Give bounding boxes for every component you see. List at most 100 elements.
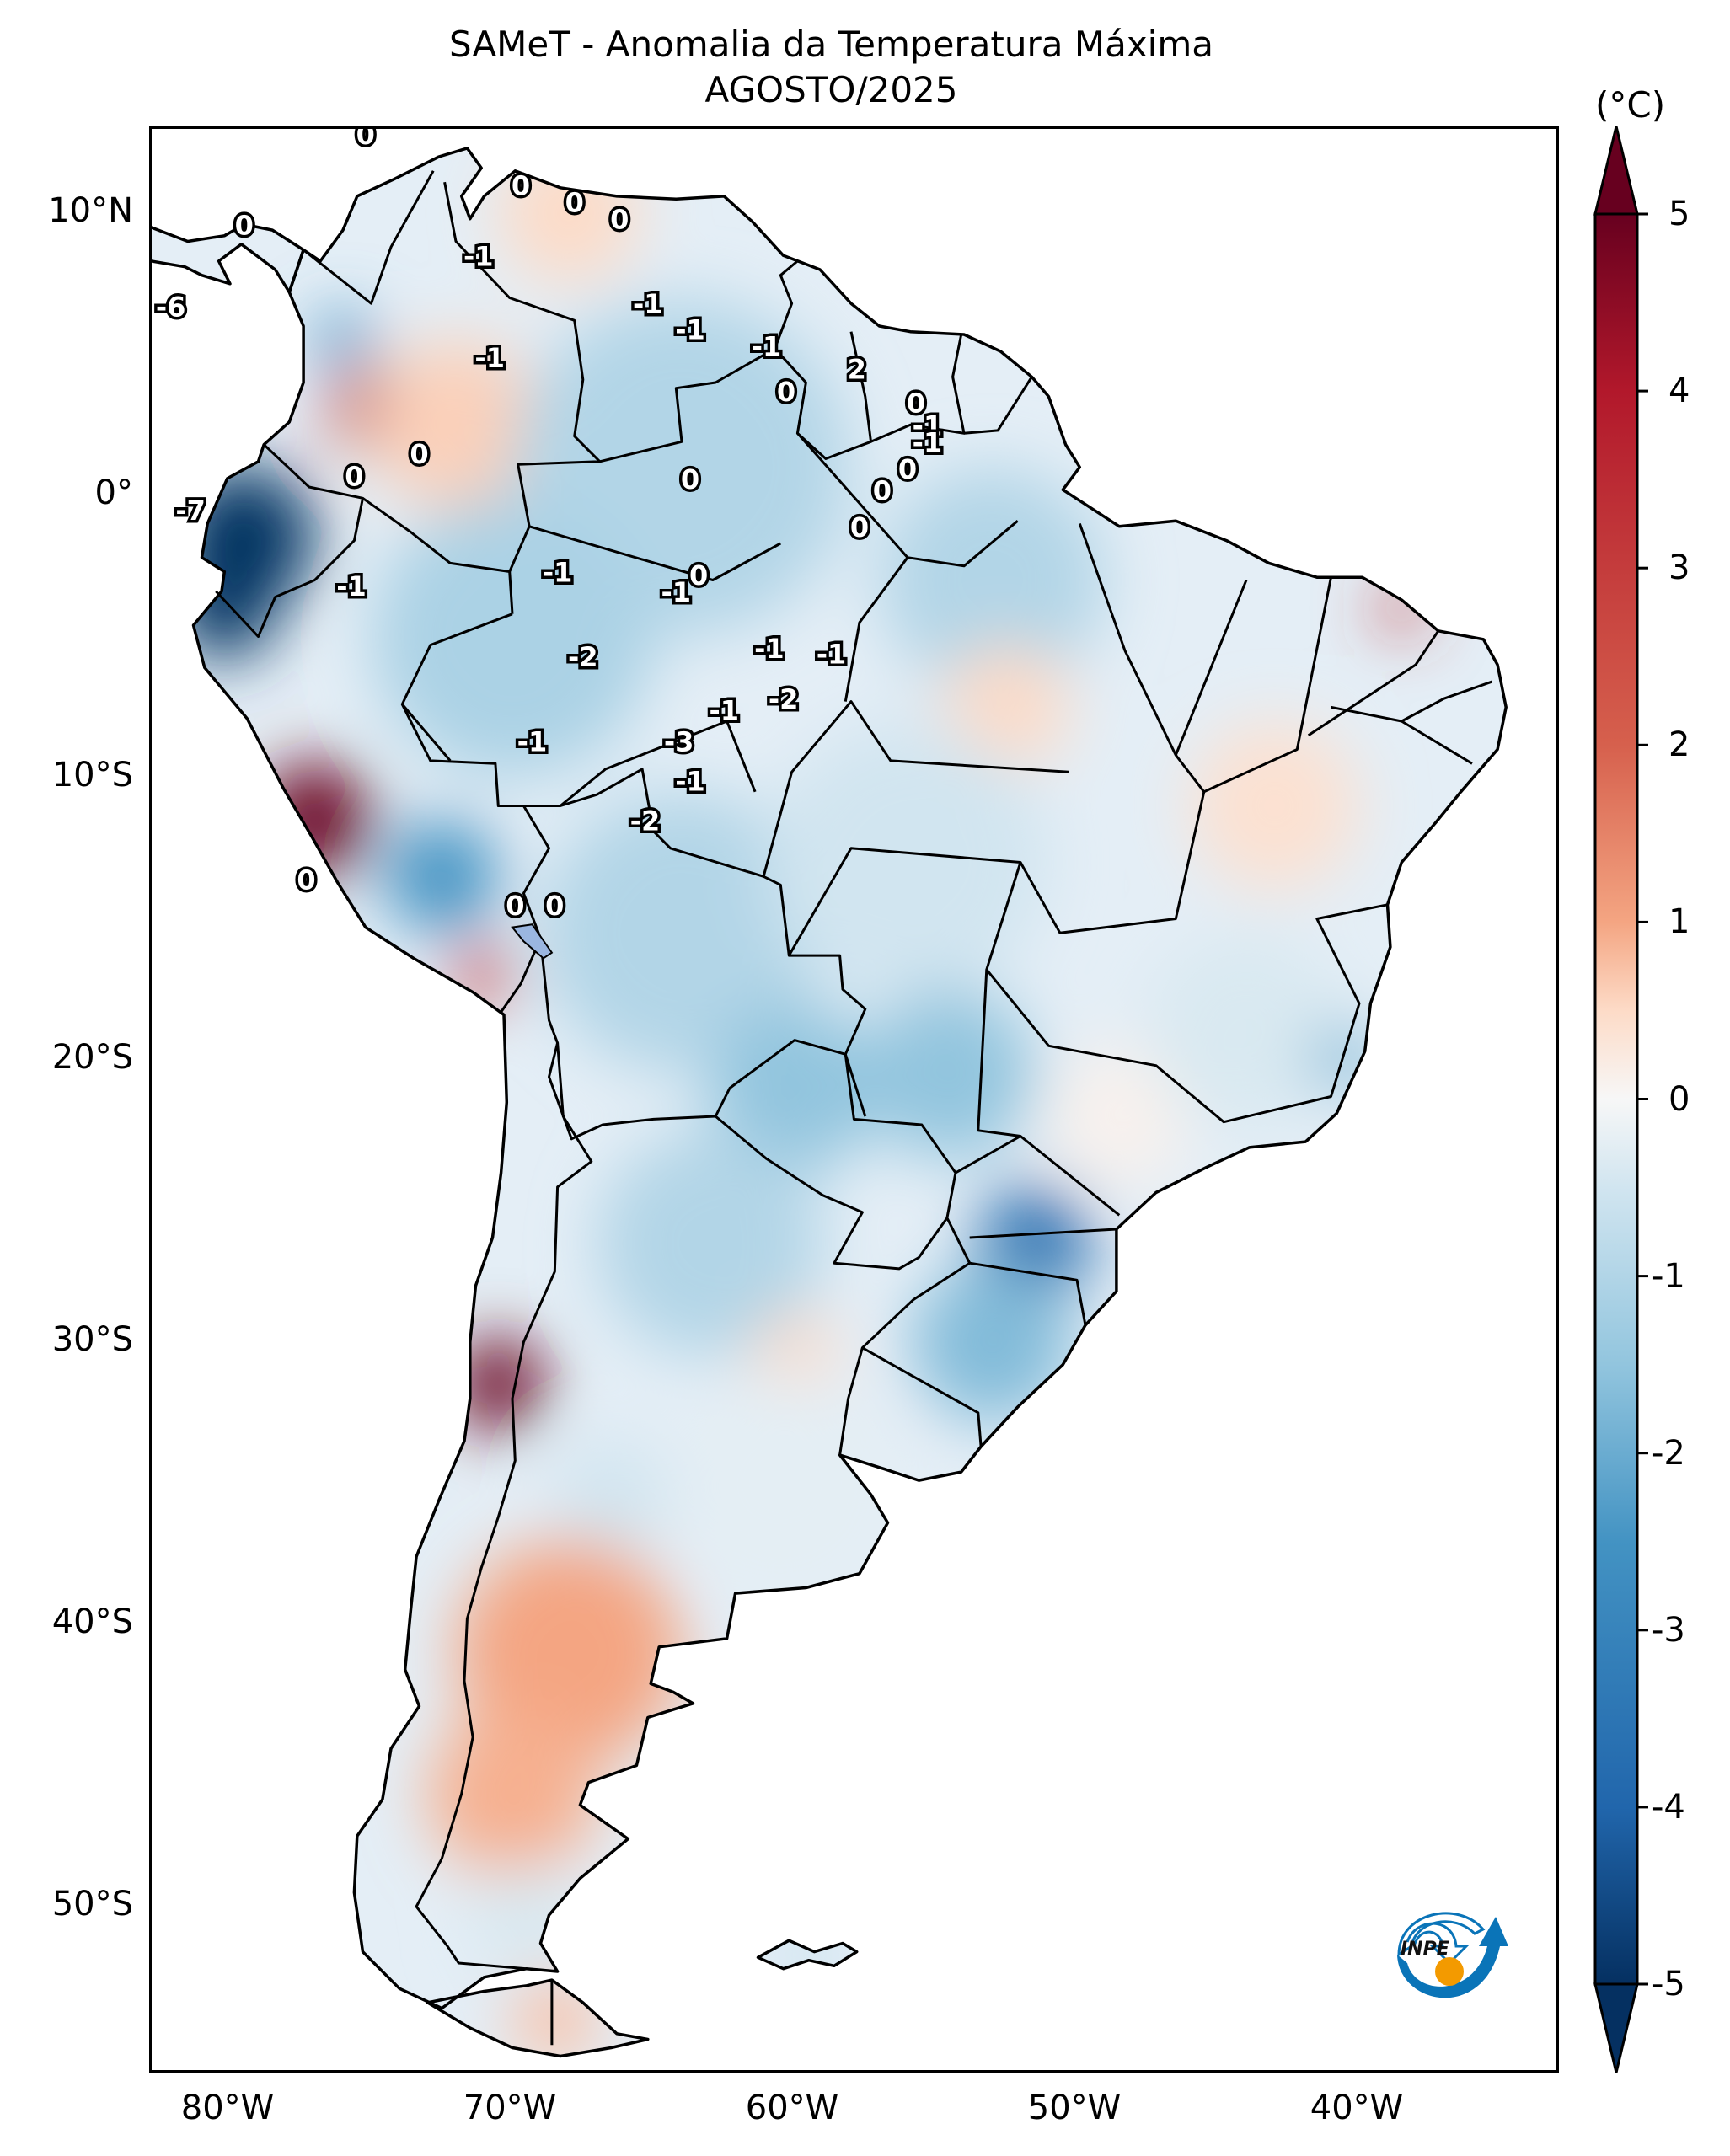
contour-label: -1 [754,633,785,665]
country-border [861,1346,983,1447]
contour-label: 0 [545,890,564,922]
contour-label: 0 [777,376,795,408]
contour-label: 0 [898,453,917,485]
contour-label: 0 [681,463,699,495]
contour-label: 0 [506,890,524,922]
contour-label: 0 [345,461,363,493]
state-border [1203,576,1332,794]
country-border [774,331,872,460]
chart-title: SAMeT - Anomalia da Temperatura Máxima [449,24,1213,65]
country-border [215,443,364,638]
lat-tick-label: 30°S [51,1320,133,1359]
anomaly-hotspot [258,763,372,877]
colorbar-extend-min [1593,1982,1639,2073]
country-border [599,259,799,463]
anomaly-hotspot [1147,933,1346,1131]
colorbar-tick-label: -4 [1652,1787,1685,1827]
lon-tick-label: 50°W [1027,2089,1122,2127]
contour-label: -1 [661,576,692,608]
logo-sun-icon [1435,1957,1464,1986]
lat-tick-label: 0° [94,473,133,512]
lon-tick-label: 70°W [463,2089,557,2127]
anomaly-hotspot [944,645,1069,769]
logo-text: INPE [1401,1939,1449,1960]
lat-tick-label: 10°S [51,756,133,794]
contour-label: 0 [689,559,708,591]
contour-label: 0 [565,187,584,219]
contour-label: 2 [848,353,866,385]
state-border [788,522,1206,956]
inpe-logo: INPE [1397,1912,1508,1998]
colorbar-tick-label: -2 [1652,1433,1685,1473]
contour-label: -3 [664,725,694,757]
country-border [303,170,435,305]
contour-label: -1 [675,765,705,797]
contour-label: 0 [873,474,892,506]
lon-tick-label: 60°W [745,2089,839,2127]
contour-label: 0 [235,209,254,241]
state-border [401,703,452,762]
country-border [539,938,846,1141]
state-border [1307,629,1440,737]
anomaly-hotspot [1311,1025,1379,1094]
state-border [1401,680,1492,723]
colorbar-tick-label: 0 [1668,1079,1690,1119]
country-border [415,1042,593,1971]
country-border [963,376,1033,435]
coastline-tierra-del-fuego [426,1978,650,2058]
state-border [985,862,1388,1124]
colorbar [1593,126,1648,2073]
anomaly-hotspot [456,947,512,1003]
colorbar-extend-max [1593,126,1639,216]
contour-label: -1 [543,556,573,588]
contour-label: -1 [463,240,494,272]
colorbar-unit-label: (°C) [1595,84,1666,126]
lat-tick-label: 50°S [51,1885,133,1923]
lat-tick-label: 10°N [48,191,133,230]
country-border [443,181,602,614]
colorbar-tick-label: -3 [1652,1610,1685,1650]
contour-label: 0 [850,511,869,543]
contour-label: -1 [633,288,663,320]
anomaly-hotspot [427,1709,597,1879]
contour-label: -1 [913,409,943,441]
coastline-falklands [756,1939,859,1971]
country-border [362,497,510,573]
anomaly-field [152,147,1507,2057]
contour-label: -1 [752,330,782,362]
state-border [844,556,909,702]
colorbar-gradient [1593,212,1639,1986]
state-border [1174,579,1248,756]
contour-label: -1 [517,725,548,757]
anomaly-hotspot [913,1263,1072,1421]
contour-label: 0 [907,387,925,419]
map-plot-area: 0 0 0 0 0 -1 -6 -1 -1 -1 -1 2 0 0 -1 -1 0 0 0 0 0 -7 0 -1 0 -1 -1-… [149,126,1559,2073]
anomaly-hotspot [1190,721,1359,891]
logo-swoosh-icon [1397,1917,1508,1998]
contour-label: -1 [336,570,367,602]
anomaly-hotspot [540,791,823,1074]
contour-label: 0 [356,129,375,151]
contour-label: -1 [913,426,943,458]
colorbar-tick-label: -1 [1652,1256,1685,1296]
contour-label: -1 [474,342,505,374]
colorbar-tick-label: 5 [1668,195,1690,233]
lake-titicaca [511,923,554,960]
state-border [844,1053,867,1117]
contour-label: 0 [610,204,629,236]
colorbar-tick-label: 1 [1668,902,1690,942]
anomaly-hotspot [667,1370,894,1597]
contour-label: -1 [817,639,847,671]
country-border [523,768,867,1055]
country-border [715,1054,957,1271]
contour-label: -6 [156,292,186,324]
state-border [796,432,1019,568]
contour-label: -2 [769,683,799,715]
contour-label: 0 [410,438,428,470]
state-border [969,1228,1117,1239]
anomaly-hotspot [780,1926,838,1983]
anomaly-hotspot [371,495,654,778]
anomaly-hotspot [879,467,1106,693]
